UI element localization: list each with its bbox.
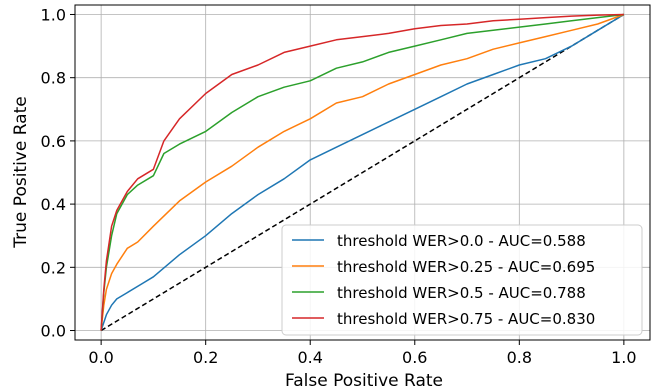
diagonal-reference-line bbox=[100, 13, 625, 332]
axis-ticks: 0.0 0.2 0.4 0.6 0.8 1.0 0.0 0.2 0.4 0.6 0.8 1.0 bbox=[41, 5, 637, 367]
y-tick-label: 0.2 bbox=[41, 258, 66, 277]
roc-curve-series-3 bbox=[100, 13, 624, 331]
y-tick-label: 0.0 bbox=[41, 322, 66, 341]
x-tick-label: 0.4 bbox=[298, 348, 323, 367]
roc-curve-series-0 bbox=[100, 13, 625, 331]
x-tick-label: 0.2 bbox=[193, 348, 218, 367]
x-tick-label: 0.8 bbox=[507, 348, 532, 367]
legend-label: threshold WER>0.75 - AUC=0.830 bbox=[337, 310, 595, 328]
legend: threshold WER>0.0 - AUC=0.588 threshold W… bbox=[281, 224, 643, 336]
roc-curve-series-2 bbox=[100, 13, 624, 331]
roc-curve-series-1 bbox=[100, 13, 625, 331]
x-tick-label: 0.6 bbox=[402, 348, 427, 367]
y-tick-label: 0.4 bbox=[41, 195, 66, 214]
y-tick-label: 0.8 bbox=[41, 69, 66, 88]
plot-area bbox=[100, 13, 625, 332]
y-tick-label: 0.6 bbox=[41, 132, 66, 151]
x-tick-label: 1.0 bbox=[611, 348, 636, 367]
legend-label: threshold WER>0.0 - AUC=0.588 bbox=[337, 232, 586, 250]
y-tick-label: 1.0 bbox=[41, 5, 66, 24]
legend-label: threshold WER>0.5 - AUC=0.788 bbox=[337, 284, 586, 302]
y-axis-label: True Positive Rate bbox=[11, 96, 31, 248]
legend-box bbox=[281, 224, 643, 336]
axes-frame bbox=[74, 4, 651, 341]
legend-label: threshold WER>0.25 - AUC=0.695 bbox=[337, 258, 595, 276]
x-axis-label: False Positive Rate bbox=[285, 371, 443, 390]
x-tick-label: 0.0 bbox=[88, 348, 113, 367]
